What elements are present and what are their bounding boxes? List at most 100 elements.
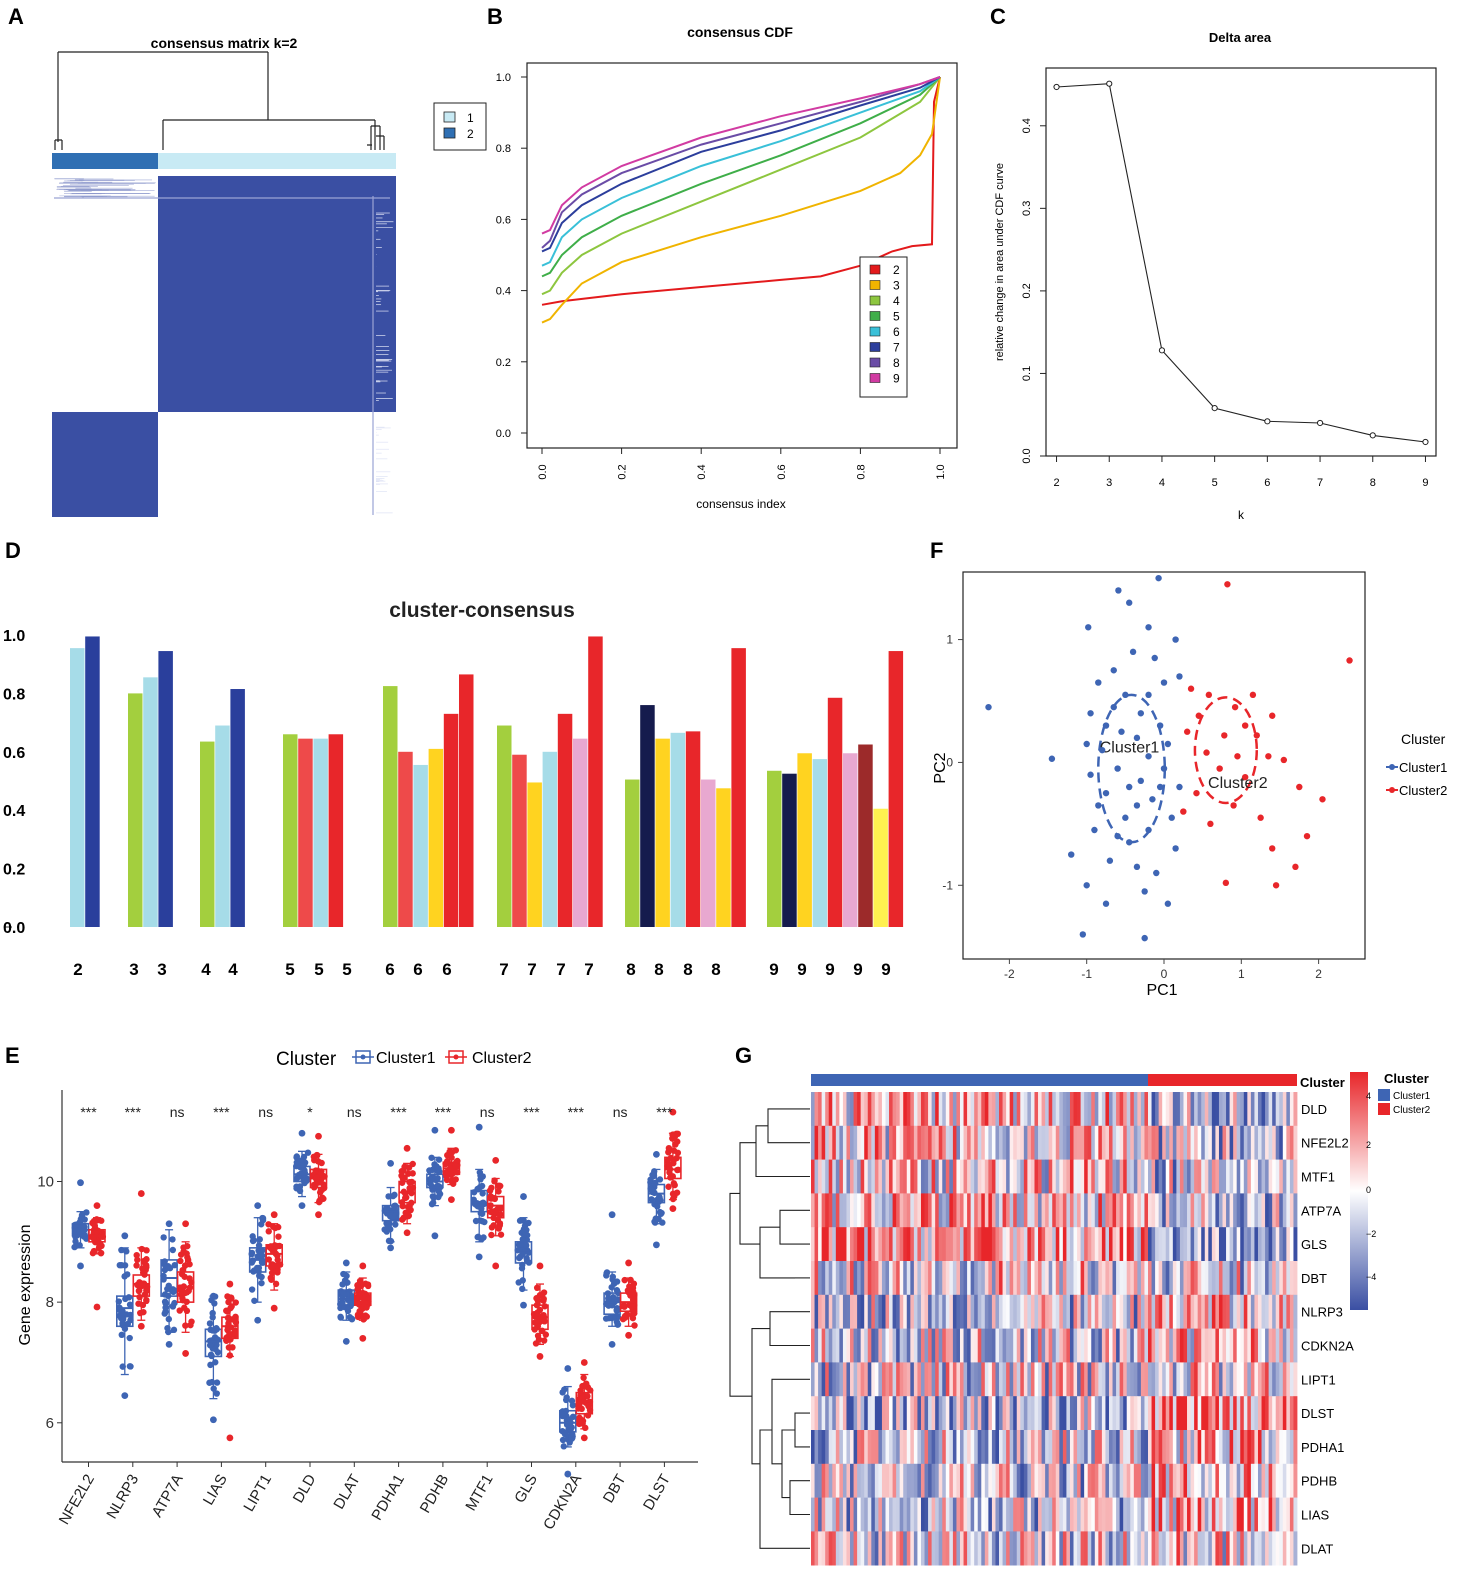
- panel-g-cell: [959, 1125, 964, 1160]
- panel-g-cell: [995, 1227, 1000, 1262]
- panel-e-point: [265, 1256, 273, 1263]
- panel-g-cell: [892, 1227, 897, 1262]
- panel-g-cell: [1077, 1261, 1082, 1296]
- panel-c-title: Delta area: [1209, 30, 1272, 45]
- panel-g-cell: [1176, 1227, 1181, 1262]
- panel-e-significance-label: ns: [347, 1104, 362, 1120]
- panel-g-cell: [924, 1193, 929, 1228]
- panel-e-box-cluster2-dld: [309, 1132, 328, 1219]
- panel-g-cell: [1183, 1261, 1188, 1296]
- panel-g-cell: [1243, 1497, 1248, 1532]
- panel-g-cell: [942, 1396, 947, 1431]
- panel-g-cell: [874, 1125, 879, 1160]
- panel-g-cell: [860, 1430, 865, 1465]
- panel-e-point: [176, 1307, 183, 1314]
- panel-g-cell: [1261, 1159, 1266, 1194]
- panel-c-point: [1106, 80, 1113, 87]
- panel-g-cell: [1101, 1227, 1106, 1262]
- panel-g-cell: [1289, 1159, 1294, 1194]
- panel-g-cell: [977, 1430, 982, 1465]
- panel-g-cell: [1265, 1463, 1270, 1498]
- panel-e-point: [258, 1247, 266, 1254]
- panel-g-cell: [1006, 1497, 1011, 1532]
- panel-g-cell: [1045, 1261, 1050, 1296]
- panel-g-cell: [1183, 1396, 1188, 1431]
- panel-g-cell: [1087, 1125, 1092, 1160]
- panel-g-cell: [1126, 1328, 1131, 1363]
- panel-f-point-cluster2: [1296, 783, 1303, 791]
- panel-f-point-cluster1: [1110, 667, 1117, 674]
- panel-g-colorbar-tick-label: 2: [1366, 1140, 1371, 1150]
- panel-g-cell: [1062, 1125, 1067, 1160]
- panel-g-cell: [878, 1092, 883, 1127]
- panel-g-cell: [889, 1092, 893, 1127]
- panel-e-point: [398, 1172, 405, 1179]
- panel-d-bar-k9: [812, 759, 828, 927]
- panel-e-point: [452, 1176, 459, 1183]
- panel-e-significance: *** *** ns *** ns * ns *** *** ns *** *** ns ***: [80, 1104, 673, 1120]
- panel-g-cell: [1289, 1362, 1294, 1397]
- panel-g-cell: [956, 1227, 961, 1262]
- panel-g-cell: [1034, 1193, 1039, 1228]
- panel-g-cell: [974, 1396, 979, 1431]
- panel-g-cell: [839, 1159, 844, 1194]
- panel-g-cell: [1009, 1125, 1014, 1160]
- panel-g-cell: [1211, 1463, 1216, 1498]
- panel-g-cell: [814, 1531, 819, 1566]
- panel-f-point-cluster2: [1249, 691, 1257, 699]
- panel-g-cell: [1080, 1463, 1085, 1498]
- panel-g-cell: [1144, 1227, 1149, 1262]
- panel-g-dendrogram-branch: [751, 1328, 770, 1465]
- panel-g-cell: [1229, 1497, 1234, 1532]
- panel-f-point-cluster2: [1221, 732, 1228, 739]
- panel-g-cell: [1226, 1430, 1230, 1465]
- panel-g-cell: [832, 1125, 837, 1160]
- panel-g-cell: [1293, 1294, 1298, 1329]
- panel-g-cell: [1034, 1463, 1039, 1498]
- panel-e-box-cluster2-atp7a: [176, 1220, 195, 1357]
- panel-g-cell: [999, 1497, 1003, 1532]
- panel-g-cell: [1098, 1531, 1103, 1566]
- panel-b-series-line-3: [541, 76, 941, 324]
- panel-g-cell: [1243, 1092, 1248, 1127]
- panel-g-cell: [1084, 1362, 1089, 1397]
- panel-g-cell: [1279, 1328, 1284, 1363]
- panel-f-point-cluster1: [1153, 869, 1160, 877]
- panel-b-legend-swatch-3: [869, 280, 881, 290]
- panel-g-cell: [839, 1396, 844, 1431]
- panel-g-cell: [825, 1125, 830, 1160]
- panel-g-cell: [1257, 1362, 1262, 1397]
- panel-g-cell: [1080, 1227, 1085, 1262]
- panel-g-cell: [1055, 1396, 1060, 1431]
- panel-c-xtick-label: 9: [1422, 477, 1428, 489]
- panel-g-cell: [984, 1159, 989, 1194]
- panel-g-cell: [1006, 1193, 1011, 1228]
- panel-g-cell: [1098, 1430, 1103, 1465]
- panel-f-point-cluster2: [1269, 712, 1276, 719]
- panel-e-point: [673, 1189, 681, 1196]
- panel-g-cell: [956, 1092, 961, 1127]
- panel-e-point: [265, 1228, 272, 1235]
- panel-g-cell: [1041, 1193, 1046, 1228]
- panel-g-cell: [1272, 1396, 1277, 1431]
- panel-e-point: [613, 1306, 620, 1314]
- panel-g-cell: [974, 1193, 979, 1228]
- panel-g-cell: [814, 1125, 819, 1160]
- panel-g-cell: [850, 1294, 854, 1329]
- panel-f-point-cluster1: [1145, 624, 1152, 631]
- panel-e-box-rect: [664, 1156, 682, 1180]
- panel-g-cell: [938, 1396, 943, 1431]
- panel-g-cell: [1144, 1430, 1149, 1465]
- panel-g-cell: [949, 1396, 954, 1431]
- panel-b-ytick-label: 0.4: [496, 286, 511, 298]
- panel-g-cell: [1041, 1294, 1046, 1329]
- panel-g-cell: [1084, 1159, 1089, 1194]
- panel-g-cell: [1087, 1362, 1092, 1397]
- panel-b-xtick-label: 0.0: [537, 464, 549, 479]
- panel-g-cell: [1155, 1294, 1160, 1329]
- panel-g-cell: [1208, 1497, 1213, 1532]
- panel-g-annotation-label: Cluster: [1300, 1075, 1345, 1090]
- panel-g-cell: [1077, 1497, 1082, 1532]
- panel-g-cell: [1041, 1531, 1046, 1566]
- panel-d-bar-k4: [200, 741, 215, 927]
